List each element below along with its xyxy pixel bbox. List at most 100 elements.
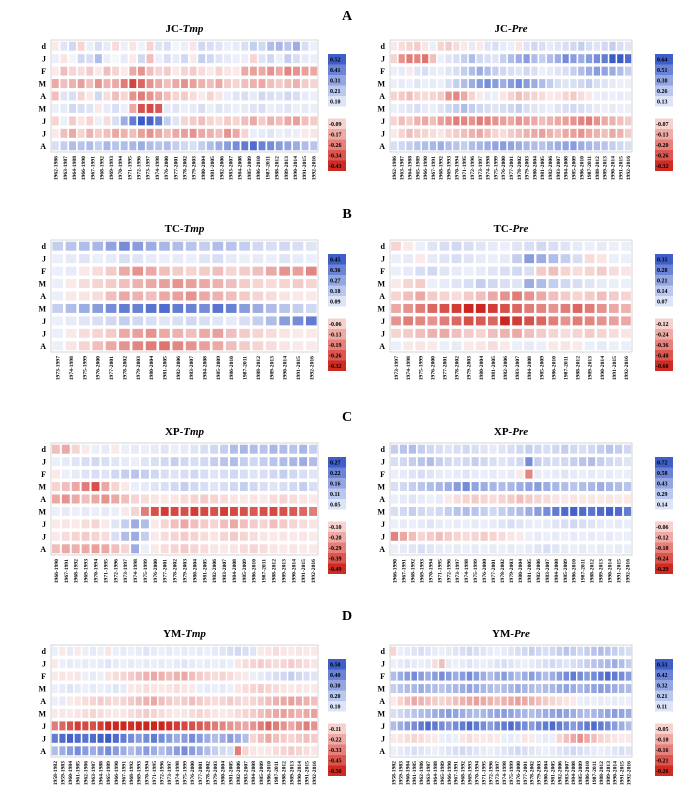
heatmap-cell — [542, 671, 549, 681]
heatmap-cell — [406, 66, 413, 76]
heatmap-cell — [65, 341, 77, 351]
heatmap-cell — [404, 684, 411, 694]
heatmap-cell — [172, 116, 180, 126]
x-tick-label: 1979-2003 — [183, 559, 189, 583]
heatmap-cell — [390, 746, 397, 756]
heatmap-cell — [71, 457, 80, 467]
heatmap-cell — [618, 708, 625, 718]
legend-label: -0.21 — [656, 759, 669, 765]
heatmap-cell — [487, 646, 494, 656]
heatmap-cell — [591, 696, 597, 706]
heatmap-cell — [259, 444, 268, 454]
heatmap-cell — [475, 291, 486, 301]
heatmap-cell — [242, 721, 249, 731]
heatmap-cell — [468, 91, 476, 101]
heatmap-cell — [210, 531, 219, 541]
heatmap-cell — [415, 241, 426, 251]
heatmap-cell — [272, 659, 280, 669]
heatmap-cell — [605, 721, 611, 731]
heatmap-cell — [52, 316, 64, 326]
heatmap-cell — [578, 66, 585, 76]
heatmap-cell — [397, 733, 404, 743]
heatmap-cell — [439, 646, 445, 656]
heatmap-cell — [265, 328, 277, 338]
x-tick-label: 1985-2009 — [216, 356, 222, 380]
heatmap-cell — [200, 506, 209, 516]
heatmap-cell — [293, 41, 300, 51]
legend-swatch — [655, 542, 673, 553]
heatmap-cell — [89, 696, 97, 706]
heatmap-cell — [507, 66, 515, 76]
heatmap-cell — [189, 721, 196, 731]
heatmap-cell — [439, 241, 450, 251]
heatmap-cell — [172, 103, 180, 113]
heatmap-cell — [484, 79, 491, 89]
heatmap-cell — [508, 721, 514, 731]
heatmap-cell — [515, 721, 521, 731]
heatmap-cell — [611, 708, 618, 718]
heatmap-cell — [570, 54, 577, 64]
x-tick-label: 1988-2012 — [272, 559, 278, 583]
heatmap-cell — [554, 103, 561, 113]
heatmap-cell — [89, 684, 97, 694]
heatmap-cell — [484, 116, 491, 126]
legend-label: 0.21 — [657, 279, 668, 285]
heatmap-cell — [121, 519, 130, 529]
heatmap-cell — [539, 141, 546, 151]
heatmap-cell — [391, 241, 401, 251]
heatmap-cell — [422, 91, 429, 101]
heatmap-cell — [408, 544, 416, 554]
heatmap-cell — [563, 684, 570, 694]
row-label: J — [381, 734, 385, 743]
heatmap-cell — [67, 696, 74, 706]
heatmap-cell — [535, 733, 542, 743]
heatmap-cell — [444, 494, 452, 504]
legend-swatch — [655, 488, 673, 499]
row-label: M — [377, 304, 385, 313]
x-tick-label: 1987-2011 — [243, 356, 249, 380]
heatmap-cell — [426, 469, 434, 479]
heatmap-cell — [507, 41, 515, 51]
heatmap-cell — [471, 531, 479, 541]
heatmap-cell — [121, 531, 130, 541]
x-tick-label: 1980-2004 — [201, 156, 207, 180]
heatmap-cell — [234, 659, 241, 669]
heatmap-cell — [584, 328, 595, 338]
heatmap-cell — [79, 328, 90, 338]
x-tick-label: 1963-1987 — [91, 761, 97, 785]
heatmap-cell — [403, 316, 413, 326]
heatmap-cell — [265, 746, 272, 756]
x-tick-label: 1966-1990 — [114, 761, 120, 785]
heatmap-cell — [59, 659, 66, 669]
heatmap-cell — [618, 684, 625, 694]
heatmap-cell — [408, 482, 416, 492]
heatmap-cell — [480, 469, 488, 479]
heatmap-cell — [155, 91, 163, 101]
heatmap-cell — [199, 266, 210, 276]
heatmap-cell — [103, 54, 111, 64]
heatmap-cell — [86, 91, 94, 101]
heatmap-cell — [484, 141, 491, 151]
heatmap-cell — [150, 544, 159, 554]
heatmap-cell — [131, 519, 140, 529]
heatmap-cell — [398, 41, 405, 51]
heatmap-cell — [59, 721, 66, 731]
legend-swatch — [328, 669, 346, 680]
heatmap-cell — [120, 103, 128, 113]
x-tick-label: 1984-2008 — [238, 156, 244, 180]
heatmap-cell — [146, 103, 154, 113]
legend-label: 0.41 — [330, 68, 341, 74]
legend-swatch — [655, 318, 673, 329]
heatmap-cell — [89, 733, 97, 743]
x-tick-label: 1986-2010 — [252, 559, 258, 583]
heatmap-cell — [158, 708, 165, 718]
heatmap-cell — [190, 506, 199, 516]
x-tick-label: 1986-2010 — [266, 761, 272, 785]
heatmap-cell — [265, 341, 277, 351]
x-tick-label: 1968-1992 — [100, 156, 106, 180]
heatmap-cell — [625, 721, 632, 731]
heatmap-cell — [588, 519, 596, 529]
heatmap-cell — [570, 494, 578, 504]
heatmap-cell — [403, 241, 413, 251]
heatmap-cell — [199, 241, 210, 251]
